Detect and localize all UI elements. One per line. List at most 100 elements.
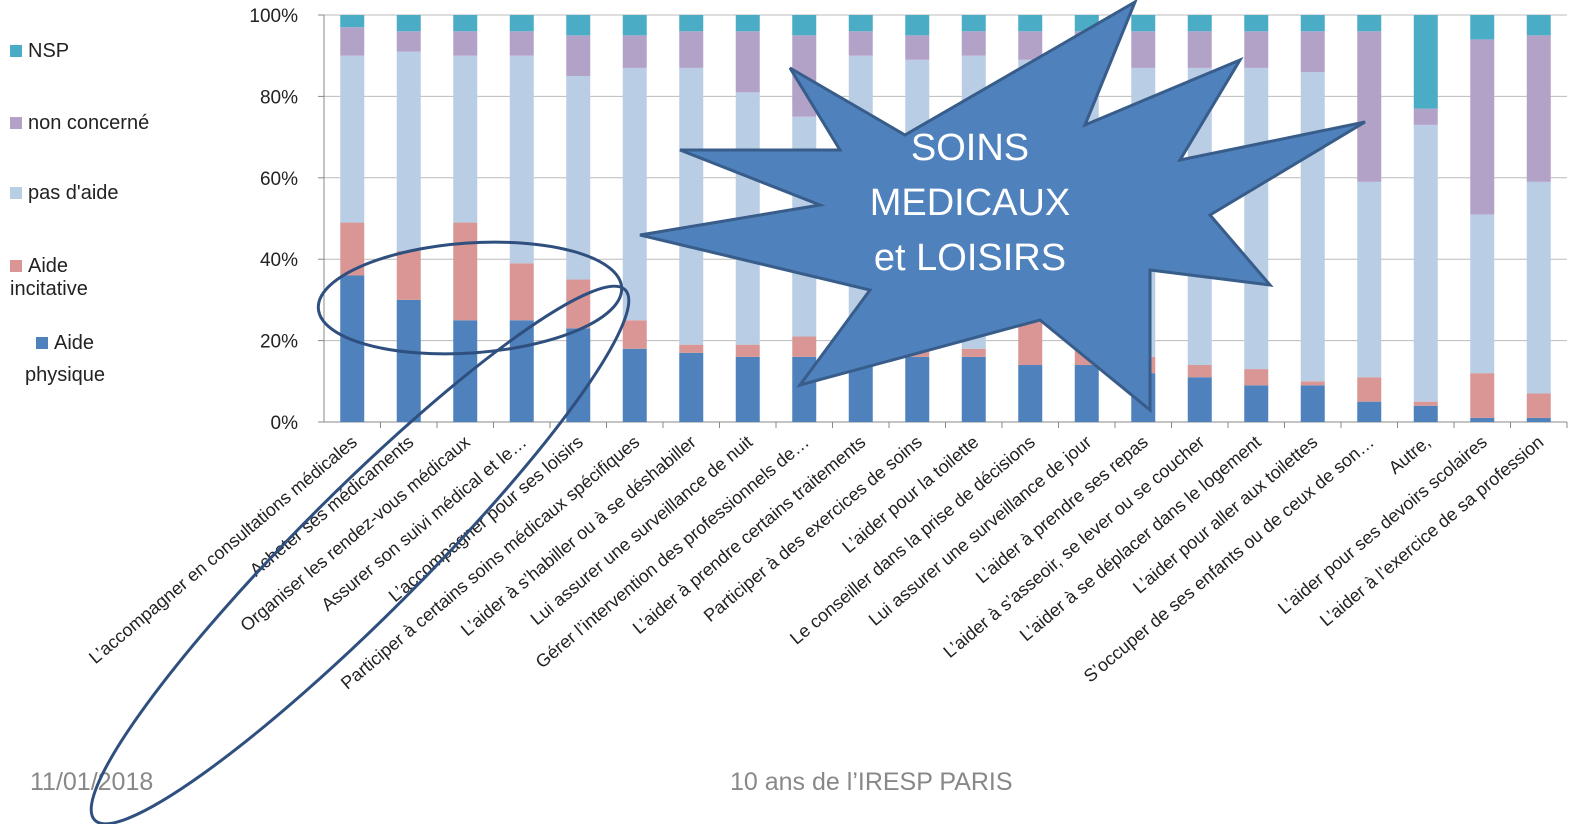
bar-segment [1244, 31, 1269, 68]
bar-segment [735, 31, 760, 93]
bar-segment [1357, 181, 1382, 378]
bar-segment [1131, 67, 1156, 357]
bar-segment [453, 31, 478, 56]
bar-segment [453, 15, 478, 32]
x-tick-label: Assurer son suivi médical et le… [317, 432, 530, 615]
bar-segment [1187, 31, 1212, 68]
legend-label: Aide physique [24, 332, 106, 386]
bar-segment [1526, 15, 1551, 36]
bar-segment [453, 222, 478, 321]
bar-segment [1131, 31, 1156, 68]
bar-segment [1357, 401, 1382, 422]
bar-segment [340, 222, 365, 276]
bar-segment [1244, 15, 1269, 32]
legend-item: Aide physique [10, 327, 120, 391]
bar-segment [905, 59, 930, 349]
bar-segment [453, 320, 478, 422]
bar-segment [622, 67, 647, 321]
bar-segment [848, 340, 873, 357]
bar-segment [396, 299, 421, 422]
bar-segment [848, 356, 873, 422]
bar-segment [1074, 31, 1099, 72]
bar-segment [848, 31, 873, 56]
bar-segment [905, 15, 930, 36]
bar-segment [1074, 71, 1099, 337]
bar-segment [1300, 15, 1325, 32]
bar-segment [792, 356, 817, 422]
bar-segment [622, 348, 647, 422]
bar-segment [1244, 369, 1269, 386]
bar-segment [1300, 31, 1325, 72]
bar-segment [1413, 401, 1438, 406]
bar-segment [509, 320, 534, 422]
bar-segment [1187, 377, 1212, 422]
bar-segment [961, 15, 986, 32]
bar-segment [1018, 15, 1043, 32]
bar-segment [1018, 59, 1043, 300]
bar-segment [735, 92, 760, 345]
bar-segment [1018, 365, 1043, 422]
bar-segment [1018, 299, 1043, 366]
bar-segment [1074, 336, 1099, 366]
bar-segment [1300, 71, 1325, 382]
bar-segment [1413, 405, 1438, 422]
bar-segment [1357, 15, 1382, 32]
bar-segment [1018, 31, 1043, 60]
y-tick-label: 100% [249, 6, 298, 27]
bar-segment [1074, 15, 1099, 32]
footer-event: 10 ans de l’IRESP PARIS [730, 768, 1013, 796]
bar-segment [1470, 15, 1495, 40]
bar-segment [848, 55, 873, 341]
bar-segment [1526, 35, 1551, 182]
legend-swatch [10, 260, 22, 272]
bar-segment [1470, 39, 1495, 215]
bar-segment [735, 15, 760, 32]
bar-segment [1131, 15, 1156, 32]
bar-segment [1187, 15, 1212, 32]
x-tick-label: L’aider pour ses devoirs scolaires [1274, 432, 1491, 618]
legend-swatch [10, 45, 22, 57]
legend-item: non concerné [10, 112, 150, 135]
bar-segment [509, 55, 534, 264]
bar-segment [792, 116, 817, 337]
bar-segment [792, 15, 817, 36]
bar-segment [1300, 385, 1325, 422]
legend-label: Aide incitative [10, 255, 88, 300]
bar-segment [1357, 31, 1382, 182]
bar-segment [566, 35, 591, 77]
bar-segment [1187, 67, 1212, 366]
bar-segment [1413, 108, 1438, 125]
bar-segment [1470, 214, 1495, 374]
legend-label: NSP [28, 40, 70, 62]
bar-segment [961, 55, 986, 349]
bar-segment [622, 15, 647, 36]
y-tick-label: 80% [260, 87, 298, 108]
bar-segment [1526, 417, 1551, 422]
bar-segment [1526, 181, 1551, 394]
bar-segment [453, 55, 478, 223]
legend-swatch [10, 117, 22, 129]
bar-segment [735, 356, 760, 422]
bar-segment [1470, 373, 1495, 418]
bar-segment [961, 348, 986, 357]
y-tick-label: 60% [260, 169, 298, 190]
legend-item: NSP [10, 40, 150, 63]
bar-segment [1357, 377, 1382, 402]
y-tick-label: 20% [260, 332, 298, 353]
legend-item: Aide incitative [10, 255, 150, 301]
bar-segment [679, 31, 704, 68]
bar-segment [1074, 365, 1099, 422]
legend-label: non concerné [28, 112, 150, 134]
bar-segment [1470, 417, 1495, 422]
bar-segment [961, 356, 986, 422]
x-tick-label: L’aider à s’asseoir, se lever ou se couc… [939, 432, 1208, 662]
bar-segment [340, 55, 365, 223]
bar-segment [679, 67, 704, 345]
bar-segment [905, 35, 930, 60]
bar-segment [905, 348, 930, 357]
bar-segment [1300, 381, 1325, 386]
bar-segment [396, 15, 421, 32]
bar-segment [1187, 365, 1212, 378]
